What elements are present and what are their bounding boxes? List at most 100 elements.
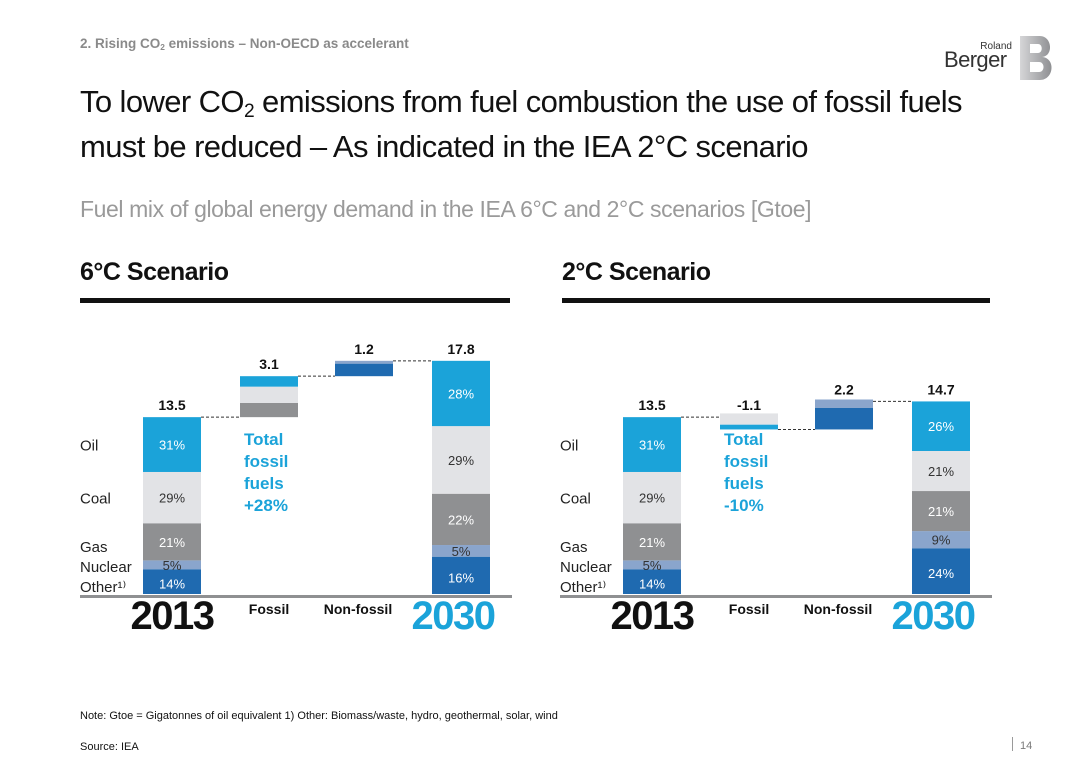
start-bar-segment-gas — [143, 523, 201, 561]
end-bar-label-gas: 21% — [928, 504, 954, 519]
page-number: 14 — [1020, 740, 1033, 752]
row-label-0: Oil — [80, 438, 98, 455]
footnote: Note: Gtoe = Gigatonnes of oil equivalen… — [80, 710, 558, 722]
end-bar-segment-nuclear — [432, 545, 490, 557]
start-bar-label-gas: 21% — [639, 535, 665, 550]
row-label-2: Gas — [560, 539, 588, 556]
end-bar-segment-coal — [432, 426, 490, 494]
logo-berger-text: Berger — [944, 47, 1007, 72]
row-label-4: Other¹⁾ — [560, 579, 606, 596]
start-bar-segment-other — [623, 569, 681, 594]
nonfossil-delta-segment-other — [815, 407, 873, 430]
category-label-3: 2030 — [892, 594, 975, 638]
annotation-line-2: fuels — [244, 474, 284, 493]
total-label-3: 14.7 — [927, 381, 954, 397]
total-label-1: 3.1 — [259, 356, 279, 372]
row-label-3: Nuclear — [80, 559, 132, 576]
start-bar-label-nuclear: 5% — [163, 558, 182, 573]
start-bar-label-other: 14% — [159, 577, 185, 592]
start-bar-segment-gas — [623, 523, 681, 561]
start-bar-label-other: 14% — [639, 577, 665, 592]
start-bar-label-coal: 29% — [159, 491, 185, 506]
total-label-3: 17.8 — [447, 341, 474, 357]
end-bar-label-other: 16% — [448, 570, 474, 585]
roland-berger-logo-icon — [1020, 36, 1052, 80]
start-bar-label-gas: 21% — [159, 535, 185, 550]
start-bar-label-oil: 31% — [639, 438, 665, 453]
nonfossil-delta-segment-nuclear — [815, 399, 873, 408]
total-label-0: 13.5 — [158, 397, 185, 413]
category-label-1: Fossil — [729, 601, 769, 617]
page-subtitle: Fuel mix of global energy demand in the … — [80, 196, 812, 222]
fossil-delta-segment-oil — [720, 424, 778, 430]
category-label-3: 2030 — [412, 594, 495, 638]
end-bar-segment-oil — [432, 360, 490, 427]
end-bar-label-nuclear: 9% — [932, 533, 951, 548]
start-bar-label-oil: 31% — [159, 438, 185, 453]
start-bar-segment-other — [143, 569, 201, 594]
end-bar-segment-gas — [432, 493, 490, 546]
annotation-line-0: Total — [244, 430, 283, 449]
start-bar-segment-oil — [623, 417, 681, 472]
annotation-line-0: Total — [724, 430, 763, 449]
end-bar-segment-gas — [912, 491, 970, 532]
end-bar-label-coal: 29% — [448, 453, 474, 468]
start-bar-segment-coal — [143, 471, 201, 524]
row-label-3: Nuclear — [560, 559, 612, 576]
fossil-delta-segment-coal — [720, 413, 778, 425]
row-label-0: Oil — [560, 438, 578, 455]
page-title: To lower CO2 emissions from fuel combust… — [80, 84, 963, 164]
end-bar-segment-other — [432, 556, 490, 594]
start-bar-segment-oil — [143, 417, 201, 472]
start-bar-label-coal: 29% — [639, 491, 665, 506]
end-bar-label-oil: 26% — [928, 419, 954, 434]
fossil-delta-segment-gas — [240, 402, 298, 418]
total-label-0: 13.5 — [638, 397, 665, 413]
total-label-1: -1.1 — [737, 397, 761, 413]
source-note: Source: IEA — [80, 741, 139, 753]
annotation-line-1: fossil — [244, 452, 288, 471]
end-bar-label-oil: 28% — [448, 386, 474, 401]
category-label-2: Non-fossil — [804, 601, 872, 617]
row-label-1: Coal — [560, 491, 591, 508]
fossil-delta-segment-oil — [240, 376, 298, 387]
end-bar-label-nuclear: 5% — [452, 544, 471, 559]
end-bar-segment-oil — [912, 401, 970, 452]
start-bar-segment-nuclear — [143, 560, 201, 570]
section-label: 2. Rising CO2 emissions – Non-OECD as ac… — [80, 36, 409, 53]
end-bar-segment-coal — [912, 451, 970, 492]
panel-rule-6c — [80, 298, 510, 303]
start-bar-segment-nuclear — [623, 560, 681, 570]
annotation-line-1: fossil — [724, 452, 768, 471]
annotation-line-2: fuels — [724, 474, 764, 493]
category-label-0: 2013 — [131, 594, 214, 638]
annotation-line-3: -10% — [724, 496, 764, 515]
total-label-2: 2.2 — [834, 381, 854, 397]
end-bar-label-coal: 21% — [928, 464, 954, 479]
category-label-1: Fossil — [249, 601, 289, 617]
end-bar-segment-other — [912, 548, 970, 594]
page-separator — [1012, 737, 1013, 751]
total-label-2: 1.2 — [354, 341, 374, 357]
start-bar-label-nuclear: 5% — [643, 558, 662, 573]
fossil-delta-segment-coal — [240, 386, 298, 403]
panel-title-2c: 2°C Scenario — [562, 258, 711, 286]
category-label-0: 2013 — [611, 594, 694, 638]
annotation-line-3: +28% — [244, 496, 288, 515]
category-label-2: Non-fossil — [324, 601, 392, 617]
baseline — [80, 595, 512, 598]
panel-title-6c: 6°C Scenario — [80, 258, 229, 286]
end-bar-segment-nuclear — [912, 531, 970, 549]
row-label-1: Coal — [80, 491, 111, 508]
waterfall-chart-2c: 14% 5% 21% 29% 31% 24% 9% 21% 21% 26% 13.5 -1.1 2.2 1… — [560, 381, 992, 638]
row-label-2: Gas — [80, 539, 108, 556]
waterfall-chart-6c: 14% 5% 21% 29% 31% 16% 5% 22% 29% 28% 13.5 3.1 1.2 17… — [80, 341, 512, 638]
end-bar-label-gas: 22% — [448, 512, 474, 527]
start-bar-segment-coal — [623, 471, 681, 524]
logo-roland-text: Roland — [980, 41, 1012, 52]
baseline — [560, 595, 992, 598]
nonfossil-delta-segment-other — [335, 363, 393, 377]
end-bar-label-other: 24% — [928, 566, 954, 581]
row-label-4: Other¹⁾ — [80, 579, 126, 596]
nonfossil-delta-segment-nuclear — [335, 360, 393, 364]
